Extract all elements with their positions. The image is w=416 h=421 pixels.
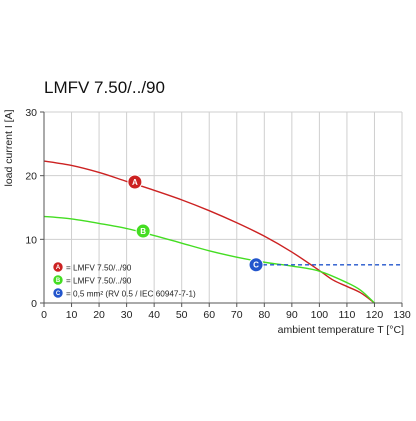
x-tick-label: 90 <box>286 309 298 321</box>
y-tick-label: 0 <box>31 298 37 310</box>
x-tick-label: 0 <box>41 309 47 321</box>
legend-marker-c <box>52 287 64 299</box>
marker-b <box>135 223 151 239</box>
x-tick-label: 60 <box>203 309 215 321</box>
chart-title: LMFV 7.50/../90 <box>44 78 165 97</box>
y-tick-label: 30 <box>25 107 37 119</box>
legend-marker-c-label: C <box>56 291 61 297</box>
legend-marker-a <box>52 261 64 273</box>
grid-layer <box>44 111 403 303</box>
y-tick-label: 10 <box>25 234 37 246</box>
marker-layer: A B C <box>127 174 264 273</box>
legend-text-b: = LMFV 7.50/../90 <box>66 276 132 285</box>
x-tick-label: 80 <box>258 309 270 321</box>
legend-text-c: = 0,5 mm² (RV 0.5 / IEC 60947-7-1) <box>66 289 196 298</box>
legend: A = LMFV 7.50/../90 B = LMFV 7.50/../90 C = 0… <box>52 261 196 299</box>
x-tick-label: 100 <box>311 309 329 321</box>
marker-a-label: A <box>132 178 138 187</box>
y-axis-label: load current I [A] <box>3 109 15 186</box>
axes-layer: 0 10 20 30 40 50 60 70 80 90 100 110 120 130 0 10 20 30 <box>25 107 411 321</box>
marker-c-label: C <box>253 261 259 270</box>
x-axis-label: ambient temperature T [°C] <box>278 324 404 336</box>
series-line-a <box>43 160 375 304</box>
marker-b-label: B <box>140 227 146 236</box>
x-tick-label: 70 <box>231 309 243 321</box>
x-tick-label: 130 <box>393 309 411 321</box>
legend-marker-a-label: A <box>56 265 61 271</box>
series-line-b <box>43 215 375 304</box>
legend-marker-b <box>52 274 64 286</box>
legend-text-a: = LMFV 7.50/../90 <box>66 263 132 272</box>
x-tick-label: 10 <box>66 309 78 321</box>
x-tick-label: 110 <box>339 309 356 321</box>
x-tick-label: 30 <box>121 309 133 321</box>
legend-marker-b-label: B <box>56 278 61 284</box>
x-tick-label: 20 <box>93 309 105 321</box>
y-tick-label: 20 <box>25 171 37 183</box>
marker-c <box>248 257 264 273</box>
x-tick-label: 50 <box>176 309 188 321</box>
series-layer <box>43 160 402 304</box>
x-tick-label: 40 <box>148 309 160 321</box>
marker-a <box>127 174 143 190</box>
x-tick-label: 120 <box>366 309 384 321</box>
